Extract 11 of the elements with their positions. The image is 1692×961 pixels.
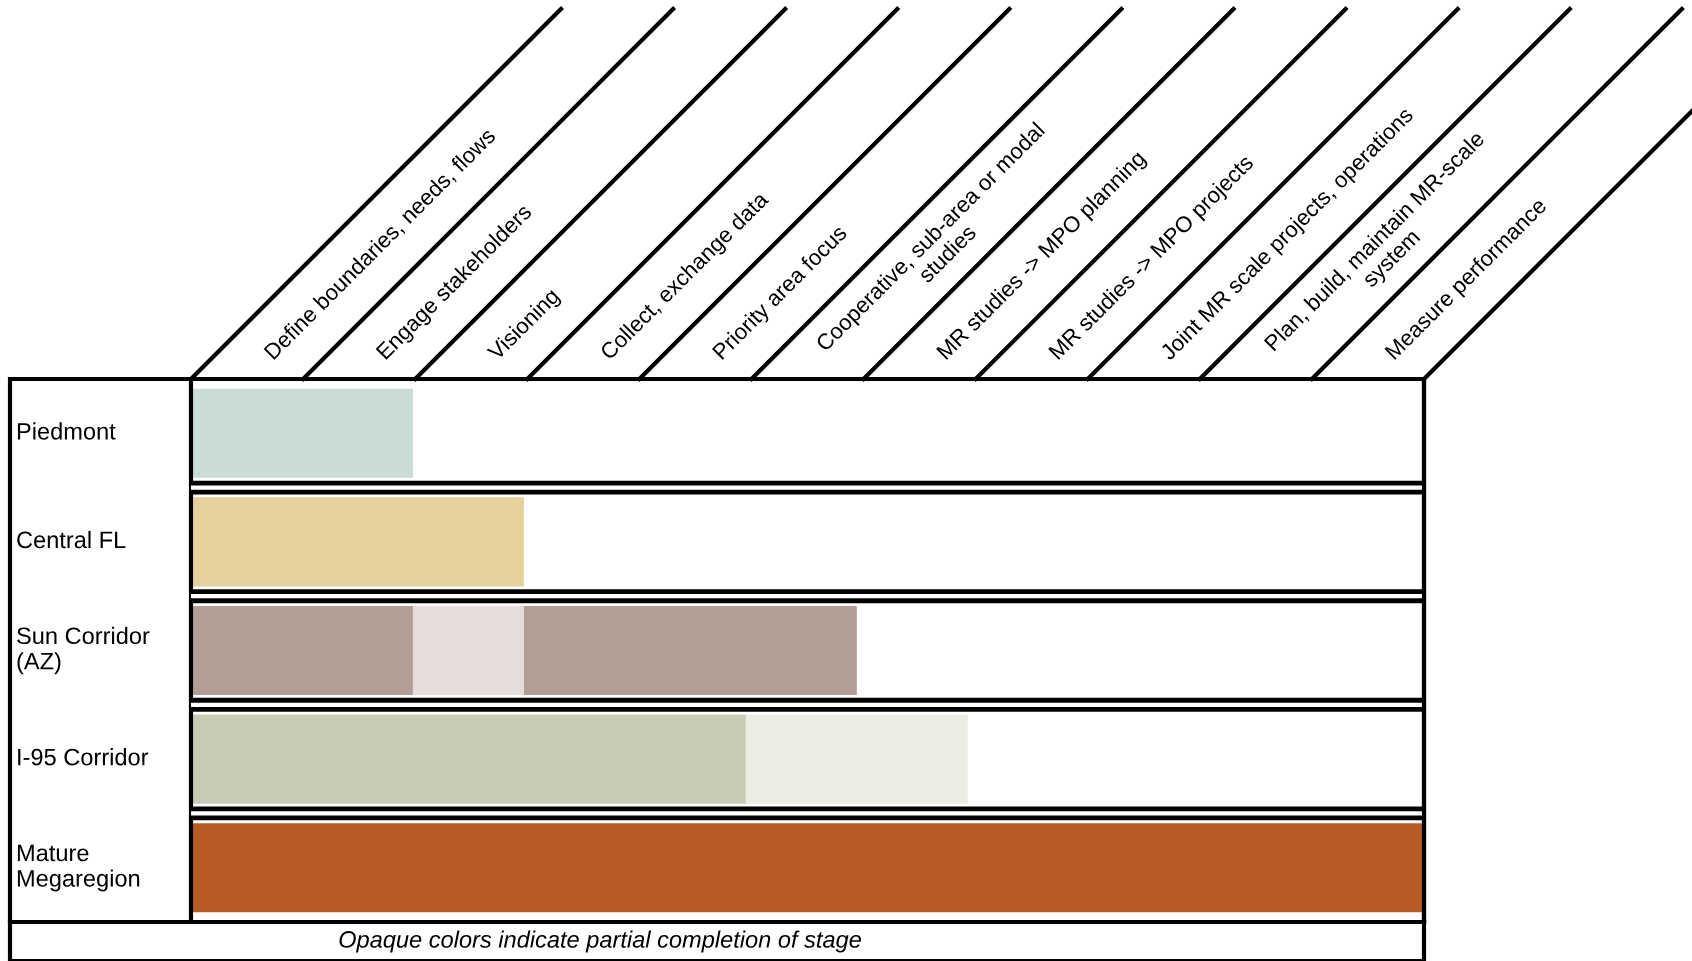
bar: [745, 714, 968, 804]
text: Opaque colors indicate partial completion of stage: [339, 930, 861, 953]
y-tick-label: Central FL: [17, 530, 126, 549]
bar: [191, 388, 413, 478]
y-tick-label: Sun Corridor (AZ): [17, 626, 150, 675]
y-tick-label: Piedmont: [17, 422, 116, 440]
bar: [523, 605, 857, 696]
y-tick-label: I-95 Corridor: [18, 748, 149, 766]
bar: [412, 605, 524, 696]
y-tick-label: Mature Megaregion: [17, 844, 140, 892]
bar: [191, 497, 524, 587]
